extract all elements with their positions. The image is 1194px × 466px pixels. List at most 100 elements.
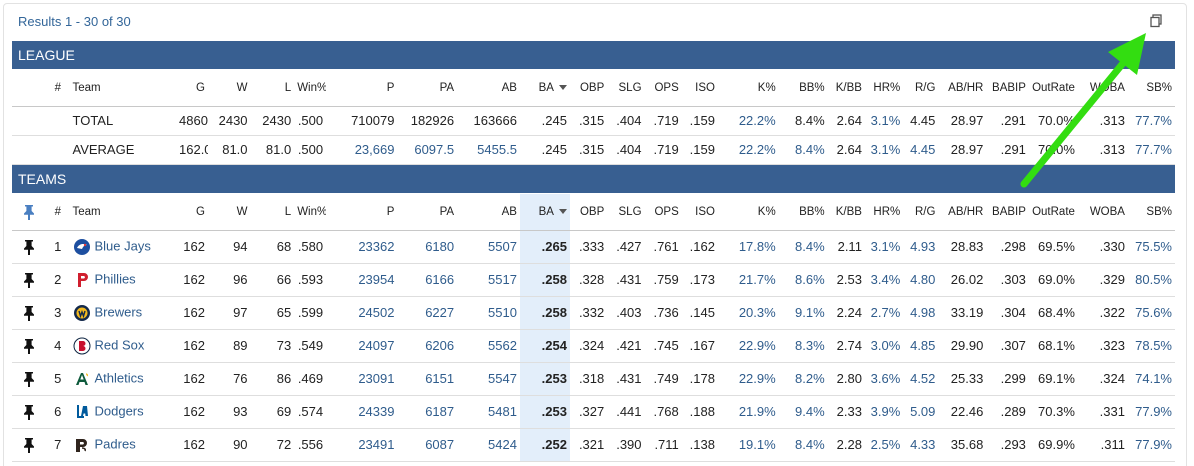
teams-header-p[interactable]: P	[326, 194, 398, 231]
teams-header-sb[interactable]: SB%	[1127, 194, 1175, 231]
league-header-slg[interactable]: SLG	[607, 70, 645, 107]
pin-icon[interactable]	[22, 239, 36, 255]
caret-down-icon[interactable]	[558, 209, 567, 215]
league-header-ab-hr[interactable]: AB/HR	[938, 70, 987, 107]
team-cell-team[interactable]: Athletics	[69, 362, 176, 396]
pin-icon[interactable]	[22, 404, 36, 420]
pin-icon[interactable]	[22, 437, 36, 453]
pin-icon[interactable]	[22, 338, 36, 354]
league-header-k[interactable]: K%	[717, 70, 779, 107]
teams-header-w[interactable]: W	[207, 194, 251, 231]
league-header-l[interactable]: L	[250, 70, 295, 107]
teams-pin-header[interactable]	[12, 194, 47, 231]
league-header-ba[interactable]: BA	[519, 70, 570, 107]
team-cell-team[interactable]: Blue Jays	[69, 230, 176, 264]
team-cell-rank: 5	[46, 362, 70, 396]
league-header-rank[interactable]: #	[46, 70, 70, 107]
league-header-k-bb[interactable]: K/BB	[827, 70, 865, 107]
league-header-w[interactable]: W	[207, 70, 251, 107]
league-header-bb[interactable]: BB%	[778, 70, 828, 107]
team-cell-team[interactable]: Padres	[69, 428, 176, 462]
team-link[interactable]: Dodgers	[94, 402, 144, 418]
table-row[interactable]: 2 Phillies 162 96 66.593 23954 6166 5517.258.32…	[12, 263, 1175, 297]
team-link[interactable]: Red Sox	[94, 336, 145, 352]
team-cell-slg: .421	[607, 329, 645, 363]
team-cell-pa: 6151	[397, 362, 458, 396]
league-header-r-g[interactable]: R/G	[903, 70, 939, 107]
league-table: # Team G W L Win% P PA AB BA OBP SLG OPS ISO K% BB% K/BB…	[12, 70, 1175, 165]
league-cell-woba: .313	[1077, 106, 1128, 136]
pin-cell[interactable]	[12, 329, 47, 363]
pin-icon[interactable]	[22, 204, 36, 220]
teams-header-ops[interactable]: OPS	[644, 194, 682, 231]
table-row[interactable]: 6 Dodgers 162 93 69.574 24339 6187 5481.253.327…	[12, 395, 1175, 429]
table-row[interactable]: 5 Athletics 162 76 86.469 23091 6151 5547.253.3…	[12, 362, 1175, 396]
league-header-ab[interactable]: AB	[457, 70, 520, 107]
pin-cell[interactable]	[12, 395, 47, 429]
teams-header-iso[interactable]: ISO	[681, 194, 718, 231]
league-header-babip[interactable]: BABIP	[986, 70, 1029, 107]
table-row[interactable]: 4 Red Sox 162 89 73.549 24097 6206 5562.254.324…	[12, 329, 1175, 363]
league-header-p[interactable]: P	[326, 70, 398, 107]
team-link[interactable]: Athletics	[94, 369, 144, 385]
teams-header-k-bb[interactable]: K/BB	[827, 194, 865, 231]
teams-header-babip[interactable]: BABIP	[986, 194, 1029, 231]
teams-header-ba[interactable]: BA	[519, 194, 570, 231]
pin-cell[interactable]	[12, 230, 47, 264]
teams-header-hr[interactable]: HR%	[864, 194, 904, 231]
team-link[interactable]: Phillies	[94, 270, 136, 286]
league-header-woba[interactable]: WOBA	[1077, 70, 1128, 107]
teams-header-rank[interactable]: #	[46, 194, 70, 231]
team-cell-ba: .254	[519, 329, 570, 363]
table-row[interactable]: 3 Brewers 162 97 65.599 24502 6227 5510.258.332…	[12, 296, 1175, 330]
team-cell-team[interactable]: Dodgers	[69, 395, 176, 429]
team-cell-team[interactable]: Phillies	[69, 263, 176, 297]
league-header-ops[interactable]: OPS	[644, 70, 682, 107]
teams-header-pa[interactable]: PA	[397, 194, 458, 231]
team-cell-bb: 8.2%	[778, 362, 828, 396]
pin-cell[interactable]	[12, 362, 47, 396]
pin-cell[interactable]	[12, 428, 47, 462]
pin-icon[interactable]	[22, 371, 36, 387]
league-header-iso[interactable]: ISO	[681, 70, 718, 107]
table-row[interactable]: 7 Padres 162 90 72.556 23491 6087 5424.252.321.…	[12, 428, 1175, 462]
teams-header-k[interactable]: K%	[717, 194, 779, 231]
league-header-hr[interactable]: HR%	[864, 70, 904, 107]
teams-header-outrate[interactable]: OutRate	[1028, 194, 1078, 231]
teams-header-l[interactable]: L	[250, 194, 295, 231]
pin-icon[interactable]	[22, 272, 36, 288]
team-cell-bb: 9.1%	[778, 296, 828, 330]
league-cell-g: 4860	[176, 106, 208, 136]
teams-header-woba[interactable]: WOBA	[1077, 194, 1128, 231]
teams-header-obp[interactable]: OBP	[569, 194, 608, 231]
copy-icon[interactable]	[1148, 13, 1164, 29]
league-header-win[interactable]: Win%	[294, 70, 327, 107]
league-header-g[interactable]: G	[176, 70, 208, 107]
teams-header-team[interactable]: Team	[69, 194, 176, 231]
league-header-outrate[interactable]: OutRate	[1028, 70, 1078, 107]
league-cell-team: AVERAGE	[69, 135, 176, 165]
league-header-sb[interactable]: SB%	[1127, 70, 1175, 107]
teams-header-slg[interactable]: SLG	[607, 194, 645, 231]
league-header-team[interactable]: Team	[69, 70, 176, 107]
pin-cell[interactable]	[12, 296, 47, 330]
caret-down-icon[interactable]	[558, 85, 567, 91]
team-link[interactable]: Brewers	[94, 303, 143, 319]
pin-icon[interactable]	[22, 305, 36, 321]
team-link[interactable]: Padres	[94, 435, 136, 451]
teams-header-bb[interactable]: BB%	[778, 194, 828, 231]
league-header-pa[interactable]: PA	[397, 70, 458, 107]
teams-header-g[interactable]: G	[176, 194, 208, 231]
league-cell-k: 22.2%	[717, 106, 779, 136]
teams-header-ab-hr[interactable]: AB/HR	[938, 194, 987, 231]
team-link[interactable]: Blue Jays	[94, 237, 151, 253]
team-cell-team[interactable]: Brewers	[69, 296, 176, 330]
table-row[interactable]: 1 Blue Jays 162 94 68.580 23362 6180 5507.265.3…	[12, 230, 1175, 264]
teams-header-win[interactable]: Win%	[294, 194, 327, 231]
pin-cell[interactable]	[12, 263, 47, 297]
teams-header-ab[interactable]: AB	[457, 194, 520, 231]
teams-header-r-g[interactable]: R/G	[903, 194, 939, 231]
team-cell-team[interactable]: Red Sox	[69, 329, 176, 363]
team-cell-w: 76	[207, 362, 251, 396]
league-header-obp[interactable]: OBP	[569, 70, 608, 107]
